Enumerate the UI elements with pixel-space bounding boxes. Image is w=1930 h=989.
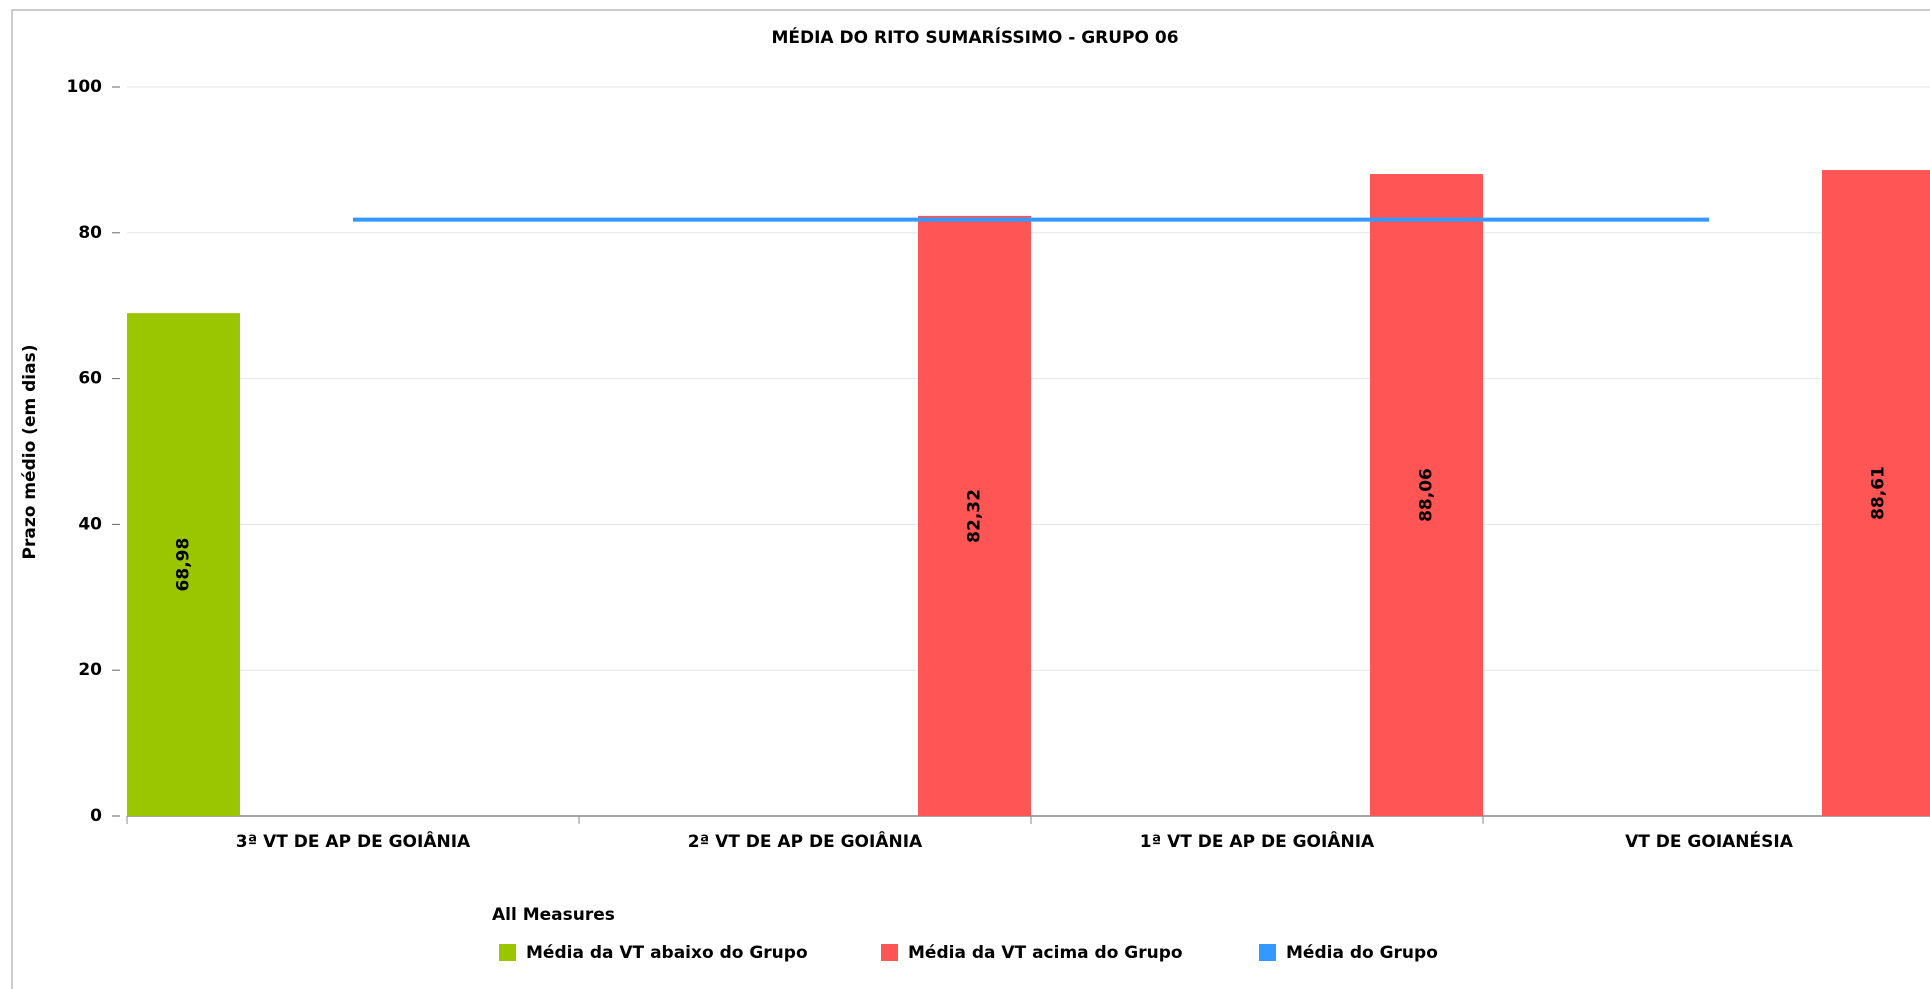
x-tick-label: 3ª VT DE AP DE GOIÂNIA <box>236 830 471 852</box>
y-axis-label: Prazo médio (em dias) <box>20 345 40 560</box>
chart-title: MÉDIA DO RITO SUMARÍSSIMO - GRUPO 06 <box>771 26 1178 48</box>
x-tick-label: VT DE GOIANÉSIA <box>1625 830 1794 852</box>
value-label: 68,98 <box>174 538 194 592</box>
bar <box>918 215 1031 816</box>
legend-label: Média do Grupo <box>1286 943 1438 963</box>
value-label: 82,32 <box>965 489 985 543</box>
legend-swatch <box>499 944 516 961</box>
value-label: 88,61 <box>1869 466 1889 520</box>
y-tick-label: 20 <box>78 660 102 680</box>
bar <box>1370 174 1483 816</box>
y-tick-label: 100 <box>67 77 103 97</box>
bar <box>1822 170 1930 817</box>
x-tick-label: 2ª VT DE AP DE GOIÂNIA <box>688 830 923 852</box>
legend-swatch <box>881 944 898 961</box>
y-tick-label: 60 <box>78 369 102 389</box>
value-label: 88,06 <box>1417 468 1437 522</box>
legend-label: Média da VT acima do Grupo <box>908 943 1183 963</box>
y-tick-label: 40 <box>78 514 102 534</box>
legend-swatch <box>1259 944 1276 961</box>
y-tick-label: 0 <box>90 806 102 826</box>
x-tick-label: 1ª VT DE AP DE GOIÂNIA <box>1140 830 1375 852</box>
legend-label: Média da VT abaixo do Grupo <box>526 943 808 963</box>
bar <box>127 313 240 816</box>
y-tick-label: 80 <box>78 223 102 243</box>
legend-title: All Measures <box>492 905 615 925</box>
